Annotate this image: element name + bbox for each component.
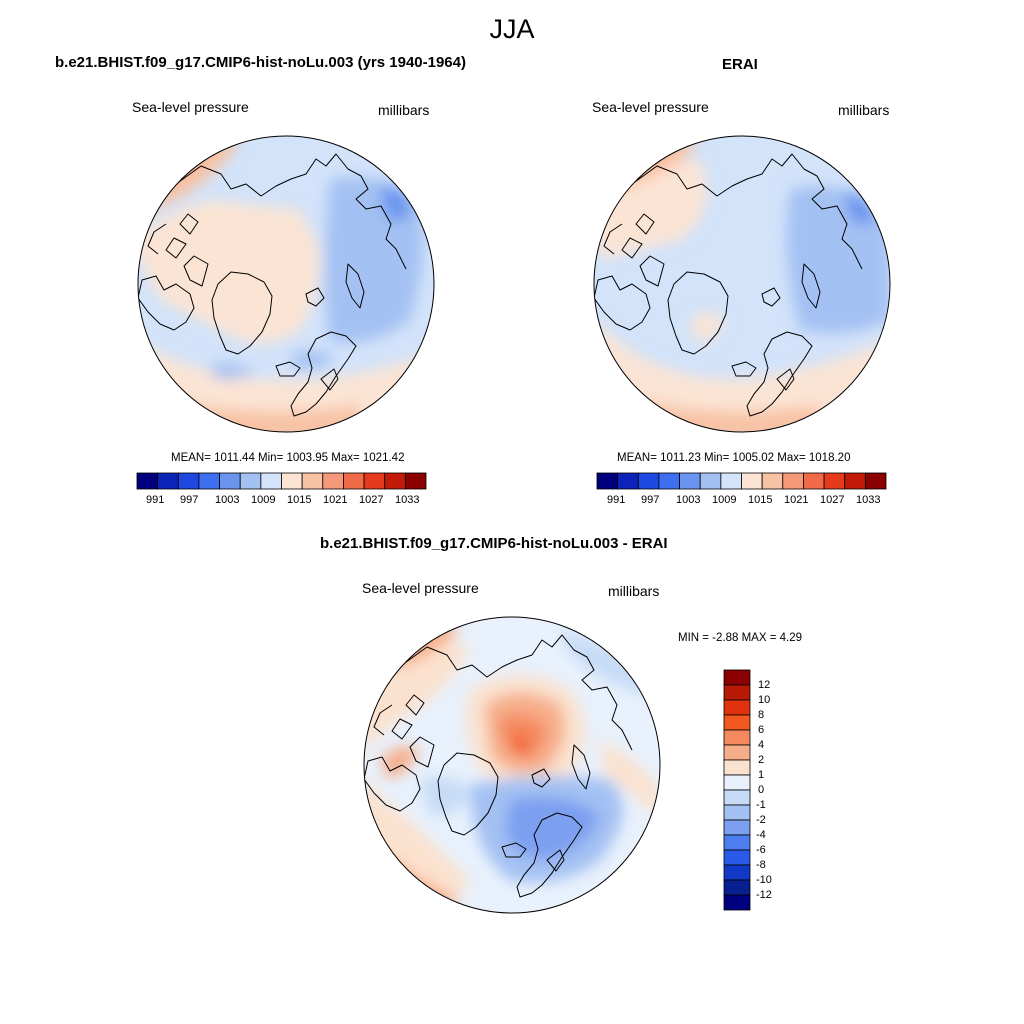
- colorbar-swatch: [384, 472, 406, 490]
- cbar1-tick: 1021: [323, 494, 348, 506]
- panel-2-title: ERAI: [722, 56, 758, 73]
- colorbar-swatch: [596, 472, 619, 490]
- colorbar-swatch: [723, 834, 751, 851]
- colorbar-swatch: [723, 864, 751, 881]
- colorbar-swatch: [637, 472, 660, 490]
- colorbar-swatch: [803, 472, 825, 490]
- cbar2-tick: 1033: [856, 494, 881, 506]
- cbar3-label: 0: [758, 784, 765, 796]
- panel-1-map: [137, 135, 435, 433]
- colorbar-swatch: [177, 472, 200, 490]
- colorbar-swatch: [363, 472, 386, 490]
- cbar3-label: 12: [758, 679, 771, 691]
- cbar3-label: 6: [758, 724, 765, 736]
- colorbar-swatch: [239, 472, 262, 490]
- colorbar-swatch: [157, 472, 179, 490]
- cbar1-tick: 1009: [251, 494, 276, 506]
- panel-1-title: b.e21.BHIST.f09_g17.CMIP6-hist-noLu.003 …: [55, 54, 466, 71]
- cbar3-label: -1: [756, 799, 766, 811]
- cbar3-label: -10: [756, 874, 772, 886]
- colorbar-swatch: [723, 774, 751, 791]
- cbar3-label: -6: [756, 844, 766, 856]
- colorbar-swatch: [723, 849, 751, 866]
- colorbar-swatch: [844, 472, 866, 490]
- colorbar-swatch: [136, 472, 159, 490]
- panel-2-stats: MEAN= 1011.23 Min= 1005.02 Max= 1018.20: [617, 452, 851, 464]
- cbar3-label: -8: [756, 859, 766, 871]
- colorbar-swatch: [617, 472, 639, 490]
- colorbar-swatch: [723, 804, 751, 821]
- diff-panel-map: [363, 616, 661, 914]
- cbar3-label: 2: [758, 754, 765, 766]
- colorbar-swatch: [404, 472, 427, 490]
- panel-2-colorbar: [596, 472, 887, 490]
- figure-title: JJA: [489, 14, 535, 44]
- diff-units-label: millibars: [608, 583, 660, 599]
- colorbar-swatch: [322, 472, 344, 490]
- diff-variable-label: Sea-level pressure: [362, 580, 479, 596]
- colorbar-swatch: [343, 472, 365, 490]
- colorbar-swatch: [723, 789, 751, 806]
- cbar3-label: -4: [756, 829, 766, 841]
- colorbar-swatch: [741, 472, 763, 490]
- colorbar-swatch: [723, 819, 751, 836]
- colorbar-swatch: [679, 472, 701, 490]
- cbar1-tick: 1003: [215, 494, 240, 506]
- diff-colorbar: [723, 669, 751, 911]
- colorbar-swatch: [198, 472, 220, 490]
- cbar2-tick: 997: [641, 494, 660, 506]
- colorbar-swatch: [723, 669, 751, 686]
- panel-1-stats: MEAN= 1011.44 Min= 1003.95 Max= 1021.42: [171, 452, 405, 464]
- colorbar-swatch: [658, 472, 680, 490]
- cbar3-label: -2: [756, 814, 766, 826]
- cbar3-label: 4: [758, 739, 765, 751]
- colorbar-swatch: [723, 894, 751, 911]
- diff-minmax: MIN = -2.88 MAX = 4.29: [678, 632, 803, 644]
- colorbar-swatch: [281, 472, 303, 490]
- cbar3-label: 8: [758, 709, 765, 721]
- cbar3-label: 10: [758, 694, 771, 706]
- colorbar-swatch: [864, 472, 887, 490]
- diff-panel-title: b.e21.BHIST.f09_g17.CMIP6-hist-noLu.003 …: [320, 535, 668, 552]
- colorbar-swatch: [761, 472, 784, 490]
- colorbar-swatch: [723, 714, 751, 731]
- colorbar-swatch: [723, 684, 751, 701]
- colorbar-swatch: [699, 472, 722, 490]
- cbar1-tick: 991: [146, 494, 165, 506]
- panel-2-variable-label: Sea-level pressure: [592, 99, 709, 115]
- panel-1-colorbar: [136, 472, 427, 490]
- cbar2-tick: 1021: [784, 494, 809, 506]
- cbar2-tick: 1003: [676, 494, 701, 506]
- cbar2-tick: 1009: [712, 494, 737, 506]
- panel-2-units-label: millibars: [838, 102, 890, 118]
- colorbar-swatch: [723, 729, 751, 746]
- colorbar-swatch: [723, 744, 751, 761]
- colorbar-swatch: [723, 699, 751, 716]
- cbar2-tick: 991: [607, 494, 626, 506]
- panel-2-map: [593, 135, 891, 433]
- colorbar-swatch: [301, 472, 324, 490]
- panel-1-units-label: millibars: [378, 102, 430, 118]
- cbar2-tick: 1015: [748, 494, 773, 506]
- cbar1-tick: 1015: [287, 494, 312, 506]
- colorbar-swatch: [823, 472, 846, 490]
- cbar2-tick: 1027: [820, 494, 845, 506]
- cbar3-label: 1: [758, 769, 765, 781]
- colorbar-swatch: [260, 472, 282, 490]
- cbar1-tick: 1033: [395, 494, 420, 506]
- cbar1-tick: 997: [180, 494, 199, 506]
- colorbar-swatch: [723, 759, 751, 776]
- colorbar-swatch: [723, 879, 751, 896]
- colorbar-swatch: [782, 472, 804, 490]
- colorbar-swatch: [219, 472, 241, 490]
- cbar1-tick: 1027: [359, 494, 384, 506]
- cbar3-label: -12: [756, 889, 772, 901]
- panel-1-variable-label: Sea-level pressure: [132, 99, 249, 115]
- colorbar-swatch: [720, 472, 742, 490]
